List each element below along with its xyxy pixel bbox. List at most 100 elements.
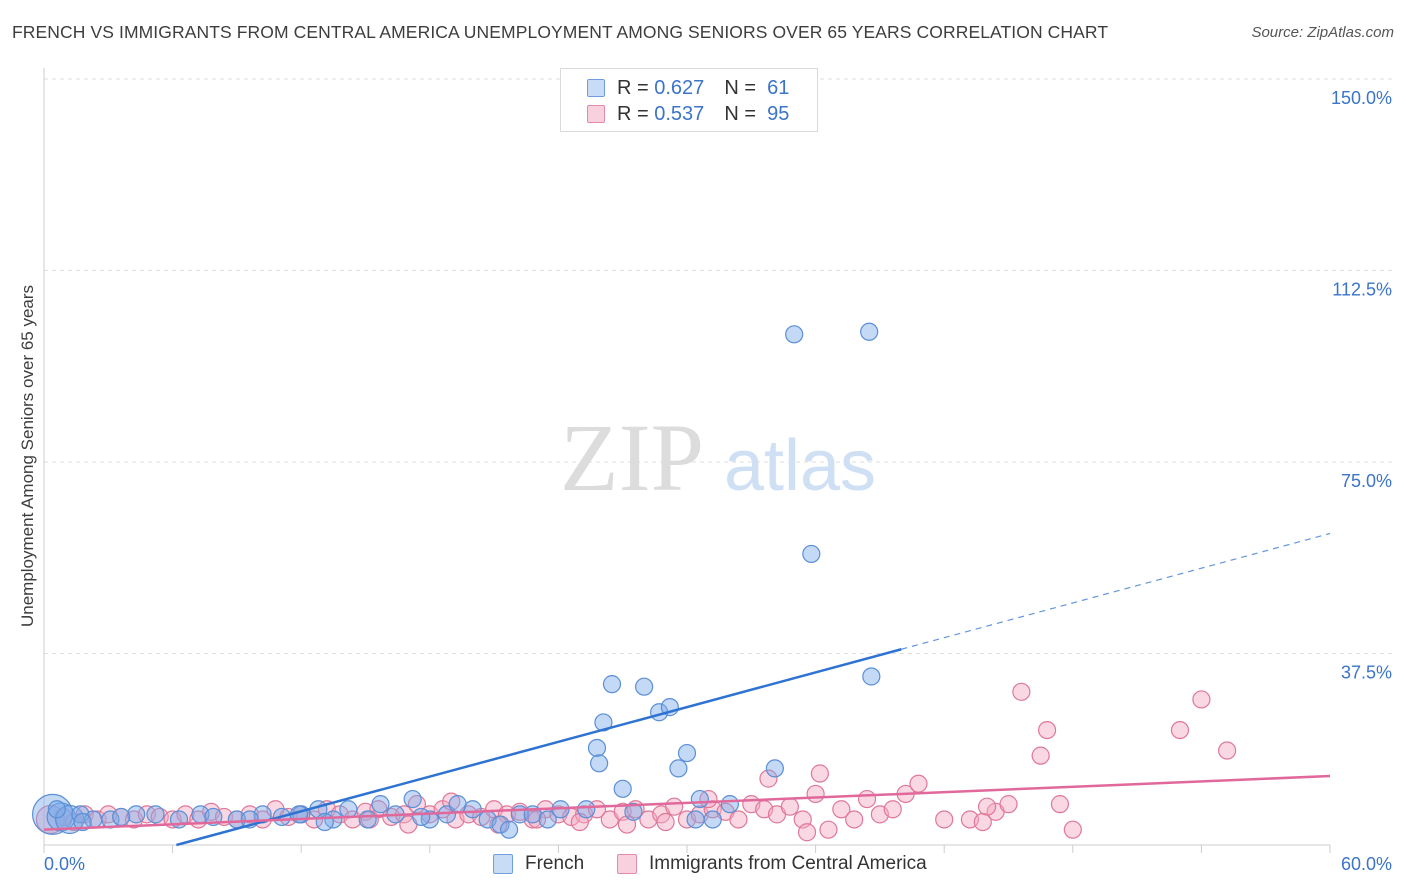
data-point <box>977 797 997 816</box>
data-point <box>463 800 482 819</box>
data-point <box>339 800 358 819</box>
data-point <box>412 807 431 827</box>
data-point <box>785 325 804 344</box>
data-point <box>587 800 607 819</box>
chart-source: Source: ZipAtlas.com <box>1251 24 1394 41</box>
data-point <box>587 738 607 758</box>
legend-row-immigrants: R = 0.537 N = 95 <box>587 102 789 126</box>
data-point <box>635 677 654 696</box>
data-point <box>690 789 709 809</box>
series-french <box>31 322 881 839</box>
data-point <box>819 820 838 839</box>
data-point <box>613 779 632 798</box>
data-point <box>832 800 851 819</box>
data-point <box>1192 690 1211 709</box>
data-point <box>590 754 609 773</box>
axes <box>43 68 1331 853</box>
x-tick-label: 0.0% <box>44 854 85 874</box>
data-point <box>806 784 825 804</box>
data-point <box>577 800 596 819</box>
bottom-legend-label-french: French <box>525 853 585 874</box>
legend-n-value: 95 <box>767 102 790 125</box>
data-point <box>720 795 739 814</box>
data-point <box>55 804 85 835</box>
data-point <box>1031 746 1050 765</box>
data-point <box>204 807 223 827</box>
trend-line-immigrants <box>43 774 1331 831</box>
data-point <box>802 544 821 564</box>
data-point <box>759 769 778 788</box>
data-point <box>491 815 510 834</box>
legend-row-french: R = 0.627 N = 61 <box>587 76 789 100</box>
data-point <box>703 810 722 829</box>
bottom-legend-label-immigrants: Immigrants from Central America <box>649 853 927 874</box>
data-point <box>656 812 675 832</box>
data-point <box>669 759 688 778</box>
data-point <box>765 759 784 778</box>
data-point <box>31 793 74 835</box>
trend-lines <box>43 532 1331 847</box>
data-point <box>857 789 877 809</box>
x-tick-label: 60.0% <box>1341 854 1392 874</box>
data-point <box>665 797 684 816</box>
data-point <box>862 667 881 686</box>
trend-line-french-extension <box>901 532 1331 650</box>
y-tick-label: 150.0% <box>1331 88 1392 108</box>
bottom-legend-immigrants: Immigrants from Central America <box>617 851 927 877</box>
data-point <box>729 810 748 829</box>
bottom-legend-swatch-french <box>493 854 513 874</box>
data-point <box>371 795 390 814</box>
legend-n-label: N = <box>724 76 756 99</box>
legend-swatch-french <box>587 79 605 97</box>
tick-labels: 37.5% 75.0% 112.5% 150.0% 0.0% 60.0% <box>44 88 1392 874</box>
data-point <box>909 774 928 793</box>
legend-n-label: N = <box>724 102 756 125</box>
data-point <box>358 810 377 829</box>
data-point <box>1170 720 1190 740</box>
series-immigrants-central-america <box>35 682 1237 842</box>
data-point <box>1037 720 1057 740</box>
data-point <box>112 807 131 827</box>
data-point <box>845 810 864 829</box>
y-tick-label: 112.5% <box>1332 280 1392 300</box>
watermark-atlas: atlas <box>724 426 876 506</box>
data-point <box>677 743 697 763</box>
data-point <box>47 800 66 819</box>
bottom-legend-swatch-immigrants <box>617 854 637 874</box>
data-point <box>500 820 519 839</box>
data-point <box>146 805 165 824</box>
watermark: ZIP atlas <box>560 404 876 511</box>
data-point <box>73 812 92 832</box>
data-point <box>797 823 817 842</box>
data-point <box>883 800 902 819</box>
data-point <box>973 812 992 832</box>
y-tick-label: 37.5% <box>1341 663 1392 683</box>
watermark-zip: ZIP <box>560 404 704 511</box>
trend-line-french <box>176 648 902 847</box>
data-point <box>1012 682 1031 701</box>
data-point <box>860 322 879 341</box>
data-point <box>602 675 622 694</box>
legend-r-label: R = <box>617 102 649 125</box>
data-point <box>935 810 954 829</box>
legend-r-value: 0.537 <box>654 102 705 125</box>
chart-title: FRENCH VS IMMIGRANTS FROM CENTRAL AMERIC… <box>12 22 1109 42</box>
data-point <box>1063 820 1082 839</box>
data-point <box>1218 741 1237 760</box>
legend-swatch-immigrants <box>587 105 605 123</box>
data-point <box>686 810 705 829</box>
data-point <box>780 797 799 816</box>
data-point <box>403 789 422 809</box>
data-point <box>127 805 146 824</box>
y-tick-label: 75.0% <box>1341 471 1392 491</box>
data-point <box>999 795 1018 814</box>
data-point <box>1050 795 1070 814</box>
data-point <box>624 802 643 821</box>
gridlines <box>44 78 1392 654</box>
correlation-legend: R = 0.627 N = 61 R = 0.537 N = 95 <box>560 68 818 132</box>
legend-r-label: R = <box>617 76 649 99</box>
data-point <box>315 812 334 832</box>
legend-r-value: 0.627 <box>654 76 705 99</box>
data-point <box>810 764 829 783</box>
